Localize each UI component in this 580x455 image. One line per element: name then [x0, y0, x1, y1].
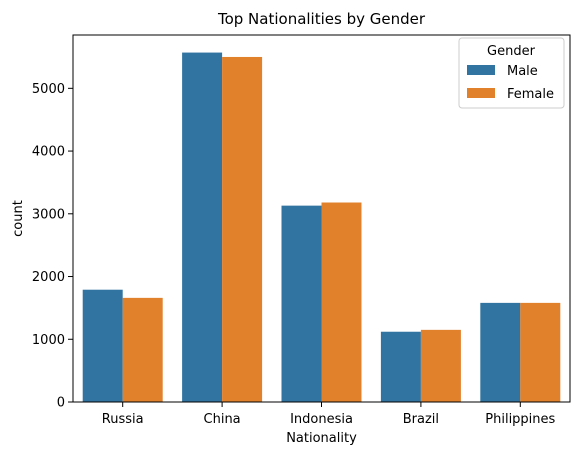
- x-tick-label: Brazil: [403, 412, 439, 427]
- x-tick-label: Russia: [102, 412, 144, 427]
- y-axis-label: count: [11, 200, 26, 237]
- x-axis-label: Nationality: [286, 431, 357, 446]
- y-tick-label: 5000: [32, 82, 65, 97]
- bar-female-indonesia: [322, 203, 362, 402]
- bar-female-philippines: [520, 303, 560, 402]
- bar-male-philippines: [480, 303, 520, 402]
- bar-female-russia: [123, 298, 163, 402]
- y-tick-label: 4000: [32, 145, 65, 160]
- bar-female-china: [222, 57, 262, 402]
- legend-title: Gender: [487, 44, 536, 59]
- y-tick-label: 0: [57, 396, 65, 411]
- bar-male-russia: [83, 290, 123, 402]
- y-tick-label: 3000: [32, 207, 65, 222]
- legend-label-female: Female: [507, 87, 554, 102]
- legend-swatch-female: [467, 88, 495, 98]
- chart-title: Top Nationalities by Gender: [217, 10, 426, 28]
- y-tick-label: 2000: [32, 270, 65, 285]
- x-tick-label: Indonesia: [290, 412, 353, 427]
- bar-male-indonesia: [282, 206, 322, 402]
- bar-male-china: [182, 53, 222, 402]
- x-tick-label: China: [204, 412, 241, 427]
- legend-label-male: Male: [507, 64, 538, 79]
- legend: Gender Male Female: [459, 38, 564, 108]
- y-axis: 0 1000 2000 3000 4000 5000: [32, 82, 73, 411]
- y-tick-label: 1000: [32, 333, 65, 348]
- legend-swatch-male: [467, 65, 495, 75]
- bar-male-brazil: [381, 332, 421, 402]
- x-axis: Russia China Indonesia Brazil Philippines: [102, 402, 556, 427]
- x-tick-label: Philippines: [485, 412, 555, 427]
- bar-female-brazil: [421, 330, 461, 402]
